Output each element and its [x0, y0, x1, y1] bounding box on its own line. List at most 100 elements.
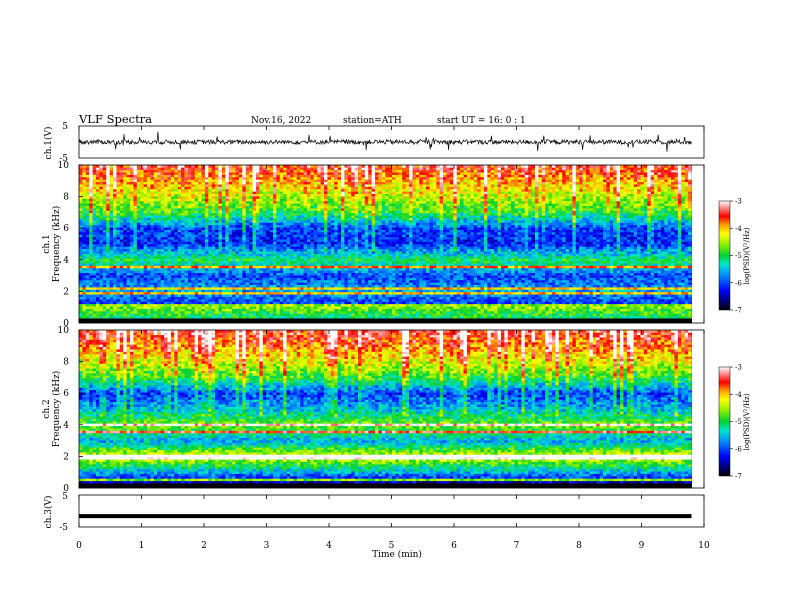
- spectrogram-cell: [300, 198, 304, 202]
- spectrogram-cell: [85, 232, 90, 235]
- spectrogram-cell: [218, 198, 223, 202]
- spectrogram-cell: [313, 244, 318, 247]
- spectrogram-cell: [204, 265, 209, 269]
- spectrogram-cell: [303, 174, 308, 178]
- spectrogram-cell: [194, 279, 199, 283]
- spectrogram-cell: [157, 165, 161, 168]
- spectrogram-cell: [269, 253, 274, 257]
- spectrogram-cell: [99, 165, 104, 168]
- spectrogram-cell: [130, 220, 134, 223]
- spectrogram-cell: [252, 320, 257, 324]
- spectrogram-cell: [317, 265, 321, 269]
- spectrogram-cell: [296, 248, 301, 252]
- spectrogram-cell: [303, 198, 308, 202]
- spectrogram-cell: [249, 277, 253, 281]
- spectrogram-cell: [310, 284, 315, 288]
- spectrogram-cell: [153, 272, 158, 276]
- spectrogram-cell: [245, 200, 250, 204]
- spectrogram-cell: [327, 200, 332, 204]
- spectrogram-cell: [85, 236, 90, 240]
- spectrogram-cell: [181, 229, 185, 233]
- spectrogram-cell: [300, 294, 304, 297]
- spectrogram-cell: [255, 311, 260, 314]
- spectrogram-cell: [286, 306, 291, 309]
- spectrogram-cell: [262, 244, 267, 247]
- spectrogram-cell: [113, 208, 117, 211]
- spectrogram-cell: [170, 205, 175, 209]
- spectrogram-cell: [85, 169, 90, 173]
- spectrogram-cell: [167, 179, 172, 183]
- spectrogram-cell: [106, 217, 110, 221]
- spectrogram-cell: [201, 179, 206, 183]
- spectrogram-cell: [225, 188, 230, 192]
- spectrogram-cell: [82, 267, 87, 271]
- spectrogram-cell: [289, 205, 294, 209]
- spectrogram-cell: [245, 212, 250, 216]
- spectrogram-cell: [208, 200, 213, 204]
- spectrogram-cell: [272, 299, 277, 302]
- spectrogram-cell: [242, 279, 247, 283]
- spectrogram-cell: [242, 193, 247, 197]
- spectrogram-cell: [211, 282, 216, 285]
- spectrogram-cell: [317, 224, 321, 228]
- spectrogram-cell: [313, 232, 318, 235]
- spectrogram-cell: [330, 294, 335, 297]
- spectrogram-cell: [184, 167, 189, 171]
- spectrogram-cell: [262, 315, 267, 319]
- spectrogram-cell: [232, 232, 236, 235]
- spectrogram-cell: [221, 222, 226, 226]
- spectrogram-cell: [228, 265, 233, 269]
- spectrogram-cell: [143, 318, 148, 321]
- spectrogram-cell: [215, 212, 219, 216]
- spectrogram-cell: [300, 232, 304, 235]
- spectrogram-cell: [102, 296, 107, 300]
- spectrogram-cell: [167, 311, 172, 314]
- spectrogram-cell: [123, 220, 127, 223]
- spectrogram-cell: [293, 186, 298, 190]
- spectrogram-cell: [232, 301, 236, 305]
- spectrogram-cell: [317, 208, 321, 211]
- spectrogram-cell: [184, 279, 189, 283]
- spectrogram-cell: [198, 272, 202, 276]
- spectrogram-cell: [293, 203, 298, 206]
- spectrogram-cell: [221, 210, 226, 214]
- spectrogram-cell: [174, 220, 178, 223]
- spectrogram-cell: [174, 260, 178, 264]
- spectrogram-cell: [327, 311, 332, 314]
- spectrogram-cell: [96, 236, 100, 240]
- spectrogram-cell: [119, 301, 124, 305]
- spectrogram-cell: [317, 287, 321, 290]
- spectrogram-cell: [296, 294, 301, 297]
- spectrogram-cell: [235, 248, 240, 252]
- spectrogram-cell: [140, 248, 144, 252]
- spectrogram-cell: [300, 315, 304, 319]
- spectrogram-cell: [96, 253, 100, 257]
- spectrogram-cell: [96, 311, 100, 314]
- spectrogram-cell: [327, 253, 332, 257]
- spectrogram-cell: [279, 229, 284, 233]
- spectrogram-cell: [204, 318, 209, 321]
- spectrogram-cell: [187, 215, 192, 218]
- spectrogram-cell: [300, 208, 304, 211]
- spectrogram-cell: [245, 184, 250, 187]
- spectrogram-cell: [259, 176, 264, 180]
- spectrogram-cell: [272, 184, 277, 187]
- spectrogram-cell: [123, 241, 127, 245]
- spectrogram-cell: [293, 181, 298, 185]
- spectrogram-cell: [130, 303, 134, 307]
- spectrogram-cell: [303, 232, 308, 235]
- spectrogram-cell: [310, 212, 315, 216]
- spectrogram-cell: [85, 258, 90, 262]
- spectrogram-cell: [225, 222, 230, 226]
- spectrogram-cell: [140, 294, 144, 297]
- spectrogram-cell: [228, 184, 233, 187]
- spectrogram-cell: [252, 198, 257, 202]
- spectrogram-cell: [259, 313, 264, 317]
- spectrogram-cell: [327, 172, 332, 175]
- spectrogram-cell: [140, 244, 144, 247]
- spectrogram-cell: [106, 236, 110, 240]
- spectrogram-cell: [208, 239, 213, 242]
- spectrogram-cell: [235, 255, 240, 259]
- spectrogram-cell: [85, 188, 90, 192]
